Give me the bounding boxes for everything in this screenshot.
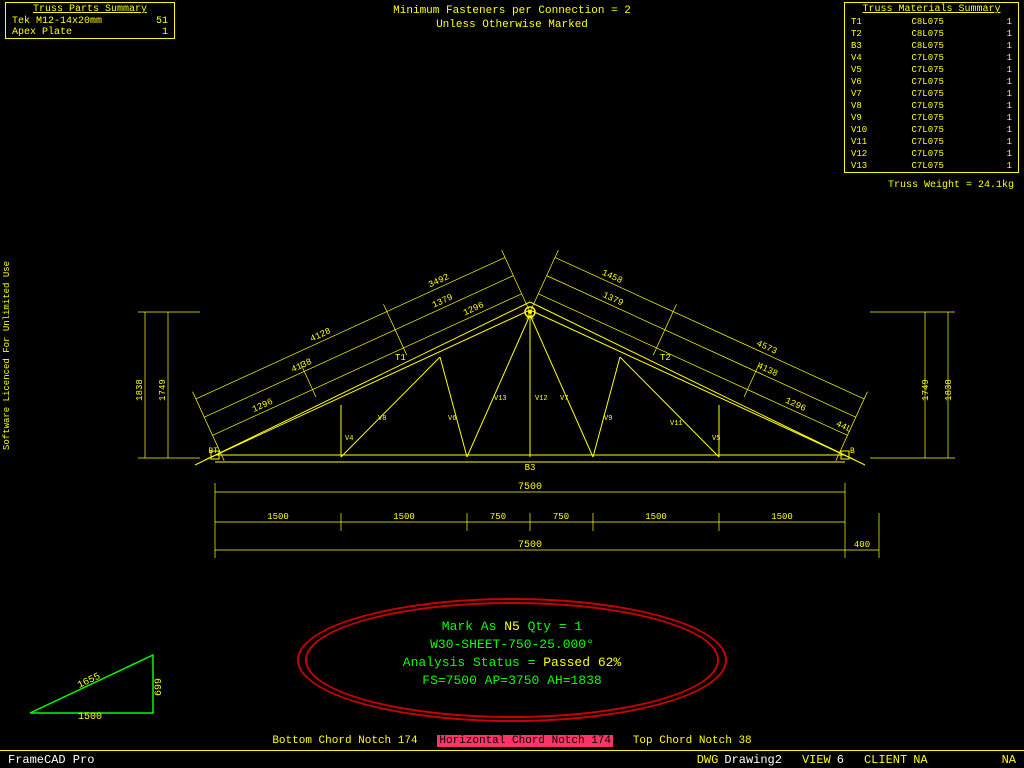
svg-text:B: B: [850, 447, 855, 456]
status-line-sheet: W30-SHEET-750-25.000°: [403, 636, 621, 654]
parts-row: Apex Plate1: [6, 27, 174, 38]
svg-text:1500: 1500: [393, 512, 415, 522]
materials-summary-title: Truss Materials Summary: [845, 3, 1018, 16]
view-label: VIEW: [802, 753, 831, 767]
top-chord-notch: Top Chord Notch 38: [633, 735, 752, 747]
view-value: 6: [837, 753, 844, 767]
bottom-chord-label: B3: [525, 463, 536, 473]
truss-drawing: B3 BT B T1 T2 V4 V8 V6 V13 V12 V7 V9 V11…: [0, 200, 1024, 600]
svg-text:1655: 1655: [76, 672, 102, 692]
materials-summary-panel: Truss Materials Summary T1C8L0751T2C8L07…: [844, 2, 1019, 173]
svg-text:T1: T1: [395, 353, 406, 363]
materials-row: V6C7L0751: [845, 76, 1018, 88]
materials-row: V5C7L0751: [845, 64, 1018, 76]
svg-text:V5: V5: [712, 435, 720, 443]
svg-text:V12: V12: [535, 395, 548, 403]
truss-weight-label: Truss Weight = 24.1kg: [888, 180, 1014, 191]
chord-notch-line: Bottom Chord Notch 174 Horizontal Chord …: [0, 735, 1024, 747]
client-label: CLIENT: [864, 753, 907, 767]
header-notes: Minimum Fasteners per Connection = 2 Unl…: [393, 4, 631, 32]
svg-text:1749: 1749: [158, 379, 168, 401]
client-value: NA: [913, 753, 927, 767]
svg-text:750: 750: [490, 512, 506, 522]
materials-row: V11C7L0751: [845, 136, 1018, 148]
svg-text:400: 400: [854, 540, 870, 550]
svg-text:BT: BT: [208, 447, 218, 456]
svg-text:699: 699: [154, 678, 165, 696]
svg-text:44L: 44L: [834, 419, 853, 435]
svg-text:1500: 1500: [267, 512, 289, 522]
status-line-mark: Mark As N5 Qty = 1: [403, 618, 621, 636]
materials-row: V7C7L0751: [845, 88, 1018, 100]
dwg-value: Drawing2: [724, 753, 782, 767]
dwg-label: DWG: [697, 753, 719, 767]
svg-text:1749: 1749: [921, 379, 931, 401]
svg-text:V11: V11: [670, 420, 683, 428]
svg-text:T2: T2: [660, 353, 671, 363]
analysis-status-block: Mark As N5 Qty = 1 W30-SHEET-750-25.000°…: [403, 618, 621, 690]
svg-text:V7: V7: [560, 395, 568, 403]
svg-text:1500: 1500: [771, 512, 793, 522]
svg-text:7500: 7500: [518, 540, 542, 551]
status-bar: FrameCAD Pro DWG Drawing2 VIEW 6 CLIENT …: [0, 750, 1024, 768]
svg-text:V4: V4: [345, 435, 353, 443]
svg-text:750: 750: [553, 512, 569, 522]
materials-row: V12C7L0751: [845, 148, 1018, 160]
svg-text:7500: 7500: [518, 482, 542, 493]
horizontal-chord-notch: Horizontal Chord Notch 174: [437, 735, 613, 747]
materials-row: B3C8L0751: [845, 40, 1018, 52]
svg-text:1838: 1838: [135, 379, 145, 401]
svg-text:V6: V6: [448, 415, 456, 423]
materials-row: V13C7L0751: [845, 160, 1018, 172]
svg-text:V13: V13: [494, 395, 507, 403]
svg-text:V9: V9: [604, 415, 612, 423]
materials-row: V10C7L0751: [845, 124, 1018, 136]
app-name: FrameCAD Pro: [8, 753, 94, 767]
status-line-analysis: Analysis Status = Passed 62%: [403, 654, 621, 672]
pitch-reference-triangle: 1655 699 1500: [25, 645, 165, 720]
bottom-chord-notch: Bottom Chord Notch 174: [272, 735, 417, 747]
materials-row: V9C7L0751: [845, 112, 1018, 124]
status-line-dims: FS=7500 AP=3750 AH=1838: [403, 672, 621, 690]
svg-text:1838: 1838: [944, 379, 954, 401]
svg-text:1500: 1500: [645, 512, 667, 522]
materials-row: T1C8L0751: [845, 16, 1018, 28]
footer-right-na: NA: [1002, 753, 1016, 767]
header-line-1: Minimum Fasteners per Connection = 2: [393, 4, 631, 18]
materials-row: V8C7L0751: [845, 100, 1018, 112]
parts-summary-title: Truss Parts Summary: [6, 3, 174, 16]
materials-row: V4C7L0751: [845, 52, 1018, 64]
parts-summary-panel: Truss Parts Summary Tek M12-14x20mm51Ape…: [5, 2, 175, 39]
svg-text:V8: V8: [378, 415, 386, 423]
parts-row: Tek M12-14x20mm51: [6, 16, 174, 27]
header-line-2: Unless Otherwise Marked: [393, 18, 631, 32]
materials-row: T2C8L0751: [845, 28, 1018, 40]
svg-text:1500: 1500: [78, 712, 102, 720]
